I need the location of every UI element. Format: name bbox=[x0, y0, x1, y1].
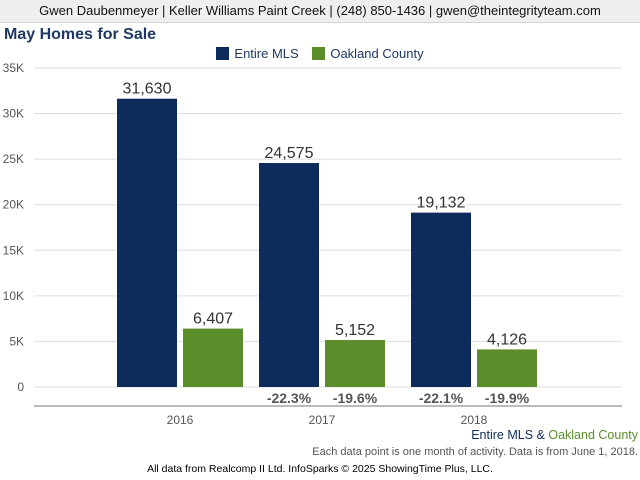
chart-title: May Homes for Sale bbox=[4, 26, 157, 43]
legend-label-oakland-county: Oakland County bbox=[330, 46, 424, 62]
legend-label-entire-mls: Entire MLS bbox=[234, 46, 299, 62]
data-label: 4,126 bbox=[487, 331, 527, 348]
legend-swatch-entire-mls bbox=[216, 47, 230, 61]
footer-legend-oakland-county: Oakland County bbox=[548, 428, 638, 442]
change-label: -19.6% bbox=[333, 390, 378, 406]
y-tick-label: 5K bbox=[9, 334, 24, 348]
data-label: 5,152 bbox=[335, 322, 375, 339]
bar-chart: 0 5K 10K 15K 20K 25K 30K 35K 2016 31,630 6,407 2017… bbox=[3, 61, 622, 425]
data-label: 19,132 bbox=[417, 195, 466, 212]
legend-swatch-oakland-county bbox=[312, 47, 326, 61]
footer-legend-separator: & bbox=[536, 428, 545, 442]
agent-info-text: Gwen Daubenmeyer | Keller Williams Paint… bbox=[39, 3, 601, 18]
bar-entire-mls bbox=[411, 212, 471, 387]
bar-entire-mls bbox=[259, 163, 319, 387]
y-tick-label: 20K bbox=[3, 198, 24, 212]
bar-oakland-county bbox=[183, 328, 243, 387]
x-tick-label: 2018 bbox=[461, 413, 488, 425]
data-label: 24,575 bbox=[265, 145, 314, 162]
chart-legend: Entire MLS Oakland County bbox=[0, 45, 640, 61]
legend-item-oakland-county[interactable]: Oakland County bbox=[312, 46, 424, 62]
footer-source: All data from Realcomp II Ltd. InfoSpark… bbox=[147, 463, 493, 475]
bar-entire-mls bbox=[117, 98, 177, 387]
legend-item-entire-mls[interactable]: Entire MLS bbox=[216, 46, 299, 62]
footer-legend: Entire MLS & Oakland County bbox=[471, 428, 638, 442]
bar-oakland-county bbox=[477, 349, 537, 387]
x-tick-label: 2016 bbox=[167, 413, 194, 425]
x-tick-label: 2017 bbox=[309, 413, 336, 425]
footer-legend-entire-mls: Entire MLS bbox=[471, 428, 534, 442]
change-label: -22.3% bbox=[267, 390, 312, 406]
y-tick-label: 0 bbox=[17, 380, 24, 394]
change-label: -22.1% bbox=[419, 390, 464, 406]
footer-note: Each data point is one month of activity… bbox=[312, 446, 638, 458]
y-tick-label: 25K bbox=[3, 152, 24, 166]
change-label: -19.9% bbox=[485, 390, 530, 406]
agent-info-bar: Gwen Daubenmeyer | Keller Williams Paint… bbox=[0, 0, 640, 23]
data-label: 6,407 bbox=[193, 311, 233, 328]
y-tick-label: 30K bbox=[3, 107, 24, 121]
bar-oakland-county bbox=[325, 340, 385, 387]
data-label: 31,630 bbox=[123, 81, 172, 98]
y-tick-label: 15K bbox=[3, 243, 24, 257]
y-tick-label: 35K bbox=[3, 61, 24, 75]
y-tick-label: 10K bbox=[3, 289, 24, 303]
